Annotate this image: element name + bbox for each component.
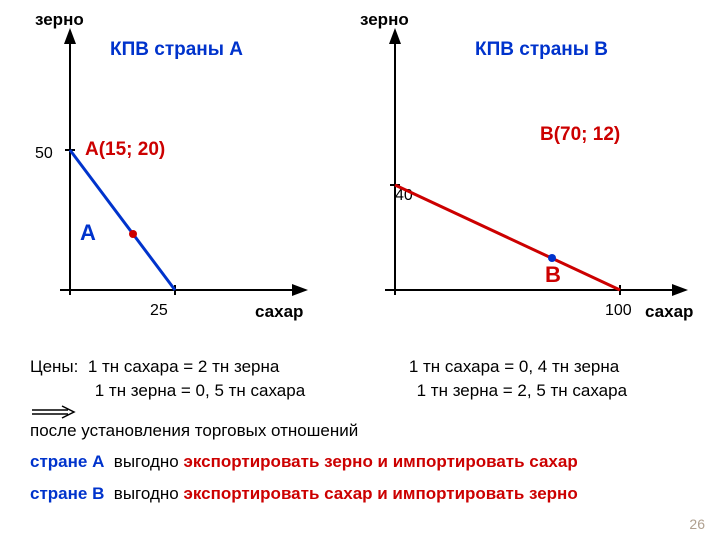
price-b1: 1 тн сахара = 0, 4 тн зерна: [409, 357, 619, 376]
arrow-after-text: после установления торговых отношений: [30, 421, 358, 440]
chart-a-xtick: 25: [150, 302, 168, 319]
chart-a-ytick: 50: [35, 145, 53, 162]
text-block: Цены: 1 тн сахара = 2 тн зерна 1 тн саха…: [30, 355, 627, 506]
country-a-blue: стране А: [30, 452, 104, 471]
chart-b-series-label: В: [545, 262, 561, 287]
chart-a-point-dot: [129, 230, 137, 238]
chart-a-xlabel: сахар: [255, 302, 303, 321]
diagram-canvas: зерно КПВ страны А 50 25 сахар А(15; 20)…: [0, 0, 720, 340]
price-label: Цены:: [30, 357, 78, 376]
arrow-icon: [30, 405, 80, 419]
chart-b-ylabel: зерно: [360, 10, 409, 29]
chart-b-xlabel: сахар: [645, 302, 693, 321]
price-a1: 1 тн сахара = 2 тн зерна: [88, 357, 280, 376]
country-b-red: экспортировать сахар и импортировать зер…: [183, 484, 577, 503]
country-a-red: экспортировать зерно и импортировать сах…: [183, 452, 577, 471]
chart-a-point-label: А(15; 20): [85, 139, 165, 160]
slide-number: 26: [689, 516, 705, 532]
chart-b-title: КПВ страны В: [475, 39, 608, 60]
price-b2: 1 тн зерна = 2, 5 тн сахара: [417, 381, 627, 400]
chart-a-series-label: А: [80, 220, 96, 245]
country-b-blue: стране В: [30, 484, 104, 503]
country-b-black: выгодно: [114, 484, 179, 503]
chart-b-ppf-line: [395, 185, 620, 290]
chart-b-xtick: 100: [605, 302, 632, 319]
price-a2: 1 тн зерна = 0, 5 тн сахара: [95, 381, 305, 400]
chart-a-title: КПВ страны А: [110, 39, 243, 60]
chart-a-ylabel: зерно: [35, 10, 84, 29]
chart-b-point-label: В(70; 12): [540, 124, 620, 145]
chart-b-point-dot: [548, 254, 556, 262]
country-a-black: выгодно: [114, 452, 179, 471]
chart-b: зерно КПВ страны В 40 100 сахар В(70; 12…: [360, 10, 693, 321]
chart-a: зерно КПВ страны А 50 25 сахар А(15; 20)…: [35, 10, 308, 321]
